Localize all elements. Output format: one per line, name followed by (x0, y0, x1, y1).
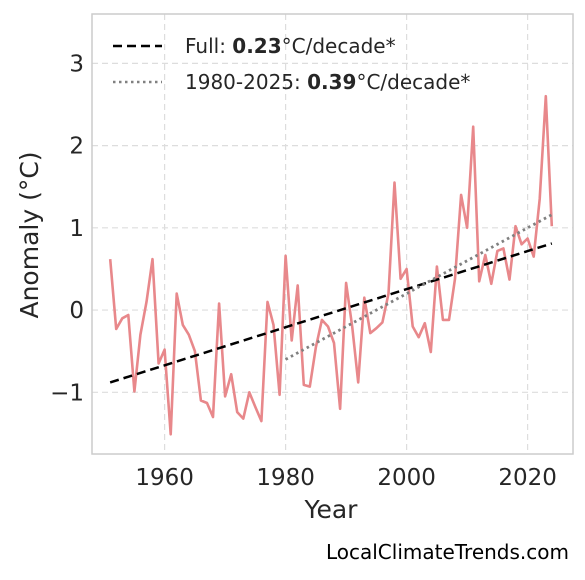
credit-text: LocalClimateTrends.com (325, 540, 569, 564)
trend-lines (109, 213, 553, 384)
series-group (108, 94, 554, 436)
legend-full-rate: 0.23 (232, 34, 281, 58)
y-tick-labels: −1 0 1 2 3 (50, 51, 84, 406)
legend-full-unit: °C/decade* (282, 34, 396, 58)
legend-full-text: Full: 0.23°C/decade* (185, 34, 396, 58)
y-tick-label: −1 (50, 380, 84, 406)
y-axis-title: Anomaly (°C) (15, 151, 44, 318)
legend-recent-rate: 0.39 (307, 70, 356, 94)
x-tick-labels: 1960 1980 2000 2020 (135, 465, 557, 491)
x-tick-label: 1980 (256, 465, 315, 491)
x-tick-label: 2020 (498, 465, 557, 491)
y-tick-label: 3 (69, 51, 84, 77)
legend-recent-prefix: 1980-2025: (185, 70, 307, 94)
y-tick-label: 1 (69, 216, 84, 242)
x-tick-label: 2000 (377, 465, 436, 491)
x-axis-title: Year (304, 495, 359, 524)
legend-recent-text: 1980-2025: 0.39°C/decade* (185, 70, 470, 94)
recent-trend-line (284, 213, 553, 361)
legend-full-prefix: Full: (185, 34, 232, 58)
grid-lines (92, 14, 573, 454)
legend: Full: 0.23°C/decade* 1980-2025: 0.39°C/d… (113, 34, 470, 94)
y-tick-label: 0 (69, 298, 84, 324)
anomaly-series-line (108, 94, 554, 436)
legend-recent-unit: °C/decade* (356, 70, 470, 94)
full-trend-line (109, 242, 553, 384)
x-tick-label: 1960 (135, 465, 194, 491)
y-tick-label: 2 (69, 134, 84, 160)
plot-frame (91, 13, 574, 455)
